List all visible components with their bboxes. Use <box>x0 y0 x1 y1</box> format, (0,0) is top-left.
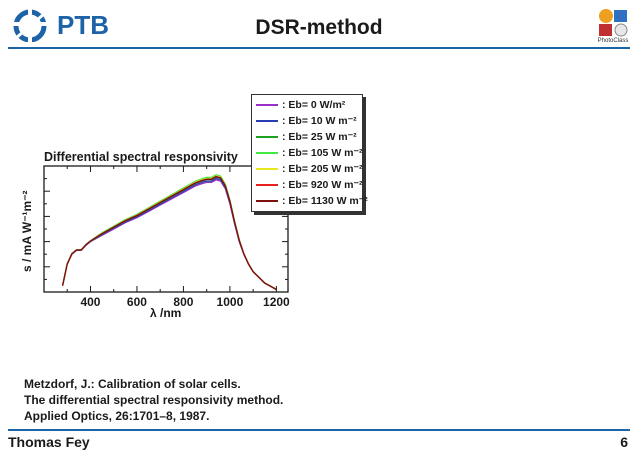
legend-item: : Eb= 10 W m⁻² <box>256 115 357 127</box>
reference-line: Metzdorf, J.: Calibration of solar cells… <box>24 377 241 391</box>
reference-line: Applied Optics, 26:1701–8, 1987. <box>24 409 210 423</box>
x-tick-label: 1200 <box>263 295 290 309</box>
page-number: 6 <box>620 434 628 450</box>
photoclass-badge <box>596 8 630 44</box>
ptb-logo-icon <box>10 8 50 43</box>
x-tick-label: 400 <box>80 295 100 309</box>
legend-item: : Eb= 205 W m⁻² <box>256 163 363 175</box>
badge-caption: PhotoClass <box>597 38 629 44</box>
legend-swatch <box>256 200 278 202</box>
legend-label: : Eb= 25 W m⁻² <box>282 131 357 143</box>
series-line <box>61 174 277 290</box>
legend-swatch <box>256 136 278 138</box>
chart-series <box>61 174 277 291</box>
legend-item: : Eb= 0 W/m² <box>256 99 345 111</box>
footer-author: Thomas Fey <box>8 434 90 450</box>
series-line <box>61 175 277 290</box>
legend-item: : Eb= 920 W m⁻² <box>256 179 363 191</box>
photoclass-icon <box>599 9 628 37</box>
series-line <box>61 176 277 291</box>
legend-label: : Eb= 920 W m⁻² <box>282 179 363 191</box>
legend-item: : Eb= 1130 W m⁻² <box>256 195 368 207</box>
page-title: DSR-method <box>255 16 383 39</box>
legend-label: : Eb= 10 W m⁻² <box>282 115 357 127</box>
series-line <box>61 176 277 291</box>
reference-line: The differential spectral responsivity m… <box>24 393 284 407</box>
chart-title: Differential spectral responsivity <box>44 150 238 164</box>
ptb-logo: PTB <box>10 8 109 43</box>
legend-swatch <box>256 152 278 154</box>
x-tick-label: 1000 <box>217 295 244 309</box>
reference-citation: Metzdorf, J.: Calibration of solar cells… <box>24 376 283 424</box>
legend-label: : Eb= 0 W/m² <box>282 99 346 111</box>
legend-label: : Eb= 205 W m⁻² <box>282 163 363 175</box>
x-axis-label: λ /nm <box>150 306 182 320</box>
legend-label: : Eb= 1130 W m⁻² <box>282 195 368 207</box>
header-divider <box>8 47 630 49</box>
series-line <box>61 175 277 290</box>
legend-swatch <box>256 184 278 186</box>
y-axis-label: s / mA W⁻¹m⁻² <box>20 190 34 272</box>
x-tick-label: 800 <box>173 295 193 309</box>
chart-legend: : Eb= 0 W/m² : Eb= 10 W m⁻² : Eb= 25 W m… <box>251 94 368 212</box>
legend-swatch <box>256 120 278 122</box>
legend-swatch <box>256 168 278 170</box>
logo-text: PTB <box>57 10 109 40</box>
legend-item: : Eb= 25 W m⁻² <box>256 131 357 143</box>
footer-divider <box>8 429 630 431</box>
legend-label: : Eb= 105 W m⁻² <box>282 147 363 159</box>
x-tick-label: 600 <box>127 295 147 309</box>
legend-swatch <box>256 104 278 106</box>
legend-item: : Eb= 105 W m⁻² <box>256 147 363 159</box>
